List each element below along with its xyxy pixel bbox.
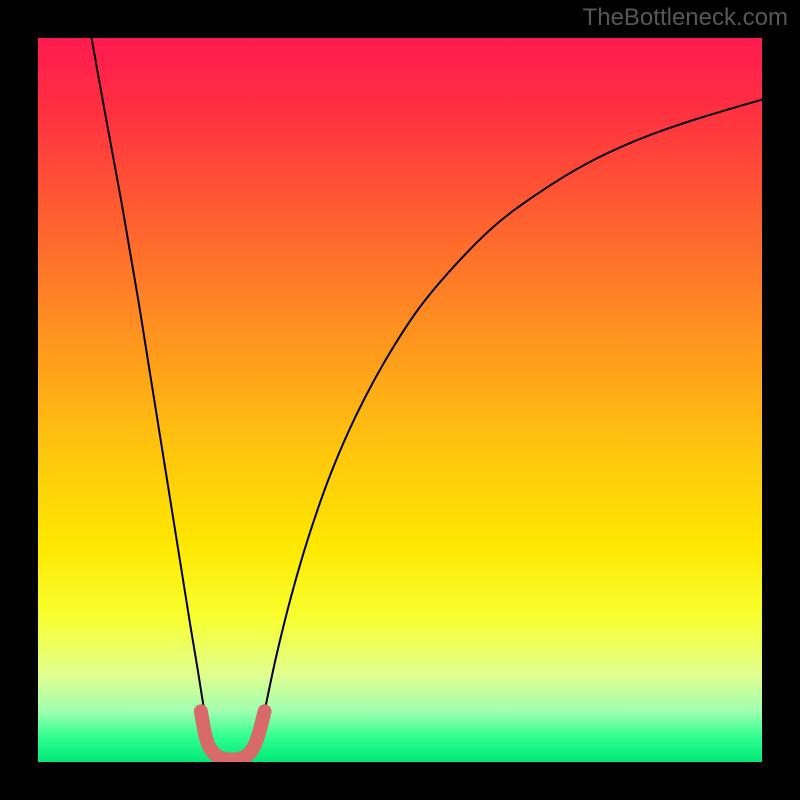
watermark-text: TheBottleneck.com (583, 4, 788, 32)
chart-container: TheBottleneck.com (0, 0, 800, 800)
chart-background-gradient (38, 38, 762, 762)
bottleneck-chart (0, 0, 800, 800)
